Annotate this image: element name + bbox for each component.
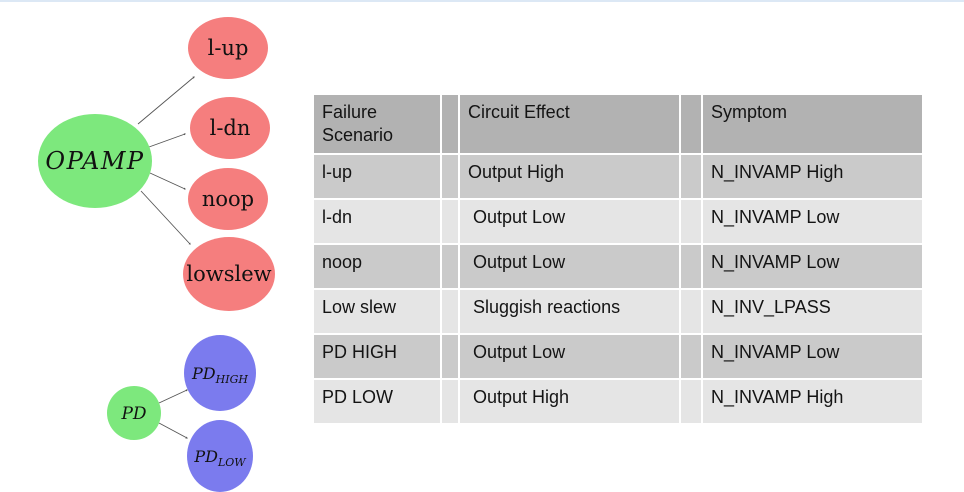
pd-node-label: PD: [120, 404, 146, 424]
cell-symptom-ldn: N_INVAMP Low: [703, 200, 922, 243]
spacer-cell: [442, 245, 458, 288]
spacer-cell: [681, 290, 701, 333]
lowslew-node-label: lowslew: [186, 262, 271, 286]
header-circuit-effect: Circuit Effect: [460, 95, 679, 153]
ldn-node-label: l-dn: [210, 116, 251, 140]
spacer-cell: [681, 155, 701, 198]
node-pd: PD: [107, 386, 161, 440]
header-failure-scenario: Failure Scenario: [314, 95, 440, 153]
edge-pd-pdlow: [158, 422, 187, 438]
cell-scenario-lowslew: Low slew: [314, 290, 440, 333]
noop-node-shape: [188, 168, 268, 230]
spacer-cell: [442, 290, 458, 333]
cell-symptom-pdhigh: N_INVAMP Low: [703, 335, 922, 378]
spacer-cell: [681, 200, 701, 243]
spacer-cell: [681, 335, 701, 378]
cell-scenario-lup: l-up: [314, 155, 440, 198]
spacer-cell: [442, 335, 458, 378]
fault-tree-diagram: OPAMP l-up l-dn noop lowslew PD PDHIGH P…: [38, 17, 275, 492]
pdhigh-node-label: PDHIGH: [191, 364, 248, 386]
spacer-cell: [442, 380, 458, 423]
cell-scenario-pdhigh: PD HIGH: [314, 335, 440, 378]
pdhigh-label-main: PD: [191, 364, 216, 383]
lup-node-shape: [188, 17, 268, 79]
edge-opamp-ldn: [148, 134, 185, 148]
pdhigh-label-subscript: HIGH: [215, 373, 249, 386]
node-opamp: OPAMP: [38, 114, 152, 208]
spacer-cell: [681, 245, 701, 288]
node-lup: l-up: [188, 17, 268, 79]
cell-scenario-pdlow: PD LOW: [314, 380, 440, 423]
edge-opamp-lowslew: [140, 190, 190, 244]
lowslew-node-shape: [183, 237, 275, 311]
spacer-cell: [442, 200, 458, 243]
spacer-cell: [681, 380, 701, 423]
header-spacer-1: [442, 95, 458, 153]
opamp-edges: [137, 77, 194, 244]
lup-node-label: l-up: [208, 36, 249, 60]
cell-scenario-noop: noop: [314, 245, 440, 288]
cell-effect-pdhigh: Output Low: [460, 335, 679, 378]
pdlow-node-label: PDLOW: [193, 447, 247, 469]
cell-effect-ldn: Output Low: [460, 200, 679, 243]
cell-effect-noop: Output Low: [460, 245, 679, 288]
cell-symptom-lup: N_INVAMP High: [703, 155, 922, 198]
edge-opamp-noop: [149, 172, 185, 189]
cell-symptom-pdlow: N_INVAMP High: [703, 380, 922, 423]
node-lowslew: lowslew: [183, 237, 275, 311]
pdlow-label-subscript: LOW: [217, 456, 247, 469]
node-noop: noop: [188, 168, 268, 230]
node-pdlow: PDLOW: [187, 420, 253, 492]
pdhigh-node-shape: [184, 335, 256, 411]
cell-effect-pdlow: Output High: [460, 380, 679, 423]
pdlow-label-main: PD: [193, 447, 218, 466]
opamp-node-label: OPAMP: [45, 147, 144, 175]
cell-scenario-ldn: l-dn: [314, 200, 440, 243]
node-pdhigh: PDHIGH: [184, 335, 256, 411]
spacer-cell: [442, 155, 458, 198]
edge-pd-pdhigh: [158, 390, 187, 404]
cell-symptom-noop: N_INVAMP Low: [703, 245, 922, 288]
node-ldn: l-dn: [190, 97, 270, 159]
opamp-node-shape: [38, 114, 152, 208]
top-border: [0, 0, 964, 2]
pd-node-shape: [107, 386, 161, 440]
pd-edges: [158, 390, 187, 438]
header-spacer-2: [681, 95, 701, 153]
failure-scenario-table: Failure Scenario Circuit Effect Symptom …: [314, 95, 922, 423]
cell-effect-lup: Output High: [460, 155, 679, 198]
edge-opamp-lup: [137, 77, 194, 125]
cell-symptom-lowslew: N_INV_LPASS: [703, 290, 922, 333]
header-symptom: Symptom: [703, 95, 922, 153]
noop-node-label: noop: [202, 187, 254, 211]
cell-effect-lowslew: Sluggish reactions: [460, 290, 679, 333]
pdlow-node-shape: [187, 420, 253, 492]
ldn-node-shape: [190, 97, 270, 159]
